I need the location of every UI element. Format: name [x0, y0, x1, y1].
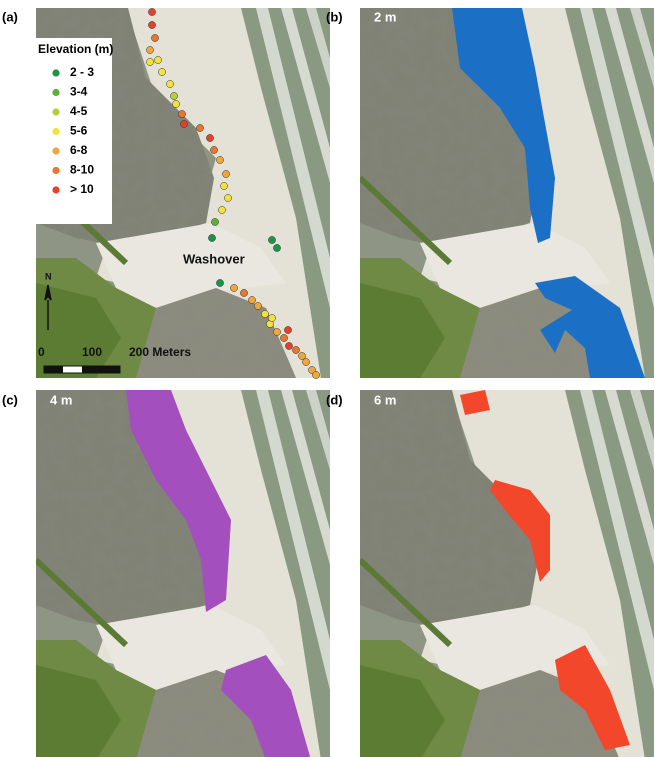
- scale-label: 0: [38, 345, 45, 359]
- depth-label: 6 m: [374, 392, 396, 407]
- legend-swatch: [52, 147, 59, 154]
- depth-label: 2 m: [374, 9, 396, 24]
- elevation-point: [158, 68, 165, 75]
- elevation-point: [312, 371, 319, 378]
- elevation-point: [206, 134, 213, 141]
- elevation-point: [220, 182, 227, 189]
- elevation-point: [180, 120, 187, 127]
- elevation-point: [170, 92, 177, 99]
- elevation-point: [268, 314, 275, 321]
- elevation-point: [210, 146, 217, 153]
- legend-label: > 10: [70, 182, 94, 196]
- elevation-point: [148, 8, 155, 15]
- scale-label: 200 Meters: [129, 345, 191, 359]
- elevation-point: [218, 206, 225, 213]
- elevation-point: [273, 328, 280, 335]
- legend-title: Elevation (m): [38, 42, 113, 56]
- elevation-point: [146, 46, 153, 53]
- legend-label: 4-5: [70, 104, 88, 118]
- elevation-point: [240, 289, 247, 296]
- figure: (a) (b) 2 m (c) 4 m (d) 6 m Elevation (m) 2 - 3…: [0, 0, 655, 757]
- panel-label: (b): [326, 9, 343, 24]
- legend-label: 3-4: [70, 85, 88, 99]
- legend-swatch: [52, 89, 59, 96]
- scale-bar-seg: [82, 366, 120, 373]
- elevation-point: [224, 194, 231, 201]
- legend-swatch: [52, 108, 59, 115]
- elevation-point: [196, 124, 203, 131]
- legend-swatch: [52, 186, 59, 193]
- legend-label: 6-8: [70, 143, 88, 157]
- elevation-point: [154, 56, 161, 63]
- elevation-point: [208, 234, 215, 241]
- washover-label: Washover: [183, 251, 245, 266]
- elevation-point: [166, 80, 173, 87]
- elevation-point: [292, 346, 299, 353]
- legend-label: 8-10: [70, 163, 94, 177]
- elevation-point: [273, 244, 280, 251]
- elevation-point: [216, 156, 223, 163]
- legend-label: 2 - 3: [70, 65, 94, 79]
- legend-swatch: [52, 128, 59, 135]
- elevation-point: [285, 342, 292, 349]
- elevation-point: [280, 334, 287, 341]
- elevation-point: [284, 326, 291, 333]
- panel-label: (c): [2, 392, 18, 407]
- scale-label: 100: [82, 345, 102, 359]
- elevation-point: [302, 358, 309, 365]
- legend-label: 5-6: [70, 124, 88, 138]
- depth-label: 4 m: [50, 392, 72, 407]
- elevation-point: [230, 284, 237, 291]
- legend-swatch: [52, 167, 59, 174]
- elevation-point: [222, 170, 229, 177]
- panel-label: (d): [326, 392, 343, 407]
- elevation-point: [211, 218, 218, 225]
- elevation-point: [248, 296, 255, 303]
- elevation-point: [151, 34, 158, 41]
- panel-label: (a): [2, 9, 18, 24]
- elevation-point: [268, 236, 275, 243]
- legend-swatch: [52, 69, 59, 76]
- map-panel: [360, 8, 654, 378]
- elevation-point: [261, 310, 268, 317]
- elevation-point: [254, 302, 261, 309]
- elevation-point: [178, 110, 185, 117]
- map-panel: [360, 390, 654, 757]
- elevation-point: [146, 58, 153, 65]
- scale-bar-seg: [44, 366, 63, 373]
- elevation-point: [216, 279, 223, 286]
- elevation-point: [172, 100, 179, 107]
- elevation-point: [148, 21, 155, 28]
- map-panel: [36, 390, 330, 757]
- north-label: N: [45, 271, 52, 281]
